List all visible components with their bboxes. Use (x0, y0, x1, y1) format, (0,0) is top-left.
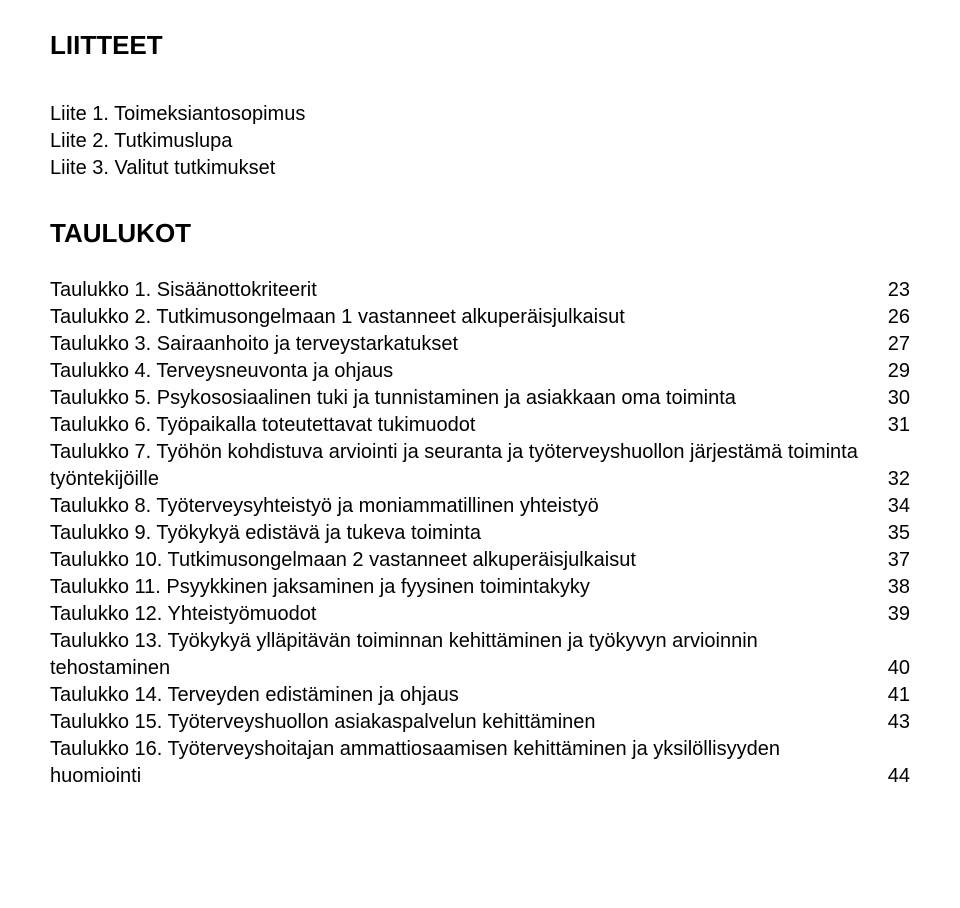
toc-entry: Taulukko 15. Työterveyshuollon asiakaspa… (50, 709, 910, 736)
toc-label: Taulukko 5. Psykososiaalinen tuki ja tun… (50, 385, 880, 412)
toc-page: 32 (880, 466, 910, 493)
toc-label: Taulukko 2. Tutkimusongelmaan 1 vastanne… (50, 304, 880, 331)
toc-entry: Taulukko 6. Työpaikalla toteutettavat tu… (50, 412, 910, 439)
liite-item: Liite 3. Valitut tutkimukset (50, 155, 910, 182)
document-page: LIITTEET Liite 1. Toimeksiantosopimus Li… (0, 0, 960, 820)
toc-entry: Taulukko 3. Sairaanhoito ja terveystarka… (50, 331, 910, 358)
toc-entry: Taulukko 12. Yhteistyömuodot 39 (50, 601, 910, 628)
toc-label: Taulukko 6. Työpaikalla toteutettavat tu… (50, 412, 880, 439)
toc-label: Taulukko 10. Tutkimusongelmaan 2 vastann… (50, 547, 880, 574)
toc-page: 43 (880, 709, 910, 736)
toc-label: Taulukko 13. Työkykyä ylläpitävän toimin… (50, 628, 880, 682)
toc-label: Taulukko 7. Työhön kohdistuva arviointi … (50, 439, 880, 493)
toc-page: 41 (880, 682, 910, 709)
taulukot-heading: TAULUKOT (50, 218, 910, 249)
toc-label: Taulukko 11. Psyykkinen jaksaminen ja fy… (50, 574, 880, 601)
toc-entry: Taulukko 4. Terveysneuvonta ja ohjaus 29 (50, 358, 910, 385)
toc-page: 34 (880, 493, 910, 520)
liite-item: Liite 1. Toimeksiantosopimus (50, 101, 910, 128)
toc-label: Taulukko 15. Työterveyshuollon asiakaspa… (50, 709, 880, 736)
toc-page: 38 (880, 574, 910, 601)
toc-page: 40 (880, 655, 910, 682)
liite-item: Liite 2. Tutkimuslupa (50, 128, 910, 155)
toc-entry: Taulukko 13. Työkykyä ylläpitävän toimin… (50, 628, 910, 682)
toc-page: 23 (880, 277, 910, 304)
toc-page: 39 (880, 601, 910, 628)
toc-page: 37 (880, 547, 910, 574)
toc-entry: Taulukko 11. Psyykkinen jaksaminen ja fy… (50, 574, 910, 601)
toc-page: 31 (880, 412, 910, 439)
toc-entry: Taulukko 10. Tutkimusongelmaan 2 vastann… (50, 547, 910, 574)
toc-label: Taulukko 3. Sairaanhoito ja terveystarka… (50, 331, 880, 358)
toc-page: 44 (880, 763, 910, 790)
taulukot-toc: Taulukko 1. Sisäänottokriteerit 23 Taulu… (50, 277, 910, 790)
liitteet-list: Liite 1. Toimeksiantosopimus Liite 2. Tu… (50, 101, 910, 182)
toc-label: Taulukko 8. Työterveysyhteistyö ja monia… (50, 493, 880, 520)
toc-label: Taulukko 14. Terveyden edistäminen ja oh… (50, 682, 880, 709)
toc-label: Taulukko 4. Terveysneuvonta ja ohjaus (50, 358, 880, 385)
toc-label: Taulukko 1. Sisäänottokriteerit (50, 277, 880, 304)
toc-page: 26 (880, 304, 910, 331)
toc-label: Taulukko 9. Työkykyä edistävä ja tukeva … (50, 520, 880, 547)
toc-entry: Taulukko 9. Työkykyä edistävä ja tukeva … (50, 520, 910, 547)
toc-page: 27 (880, 331, 910, 358)
toc-page: 29 (880, 358, 910, 385)
toc-label: Taulukko 16. Työterveyshoitajan ammattio… (50, 736, 880, 790)
toc-entry: Taulukko 16. Työterveyshoitajan ammattio… (50, 736, 910, 790)
toc-entry: Taulukko 5. Psykososiaalinen tuki ja tun… (50, 385, 910, 412)
toc-page: 30 (880, 385, 910, 412)
toc-entry: Taulukko 2. Tutkimusongelmaan 1 vastanne… (50, 304, 910, 331)
toc-entry: Taulukko 14. Terveyden edistäminen ja oh… (50, 682, 910, 709)
toc-entry: Taulukko 8. Työterveysyhteistyö ja monia… (50, 493, 910, 520)
toc-entry: Taulukko 7. Työhön kohdistuva arviointi … (50, 439, 910, 493)
liitteet-heading: LIITTEET (50, 30, 910, 61)
toc-page: 35 (880, 520, 910, 547)
toc-entry: Taulukko 1. Sisäänottokriteerit 23 (50, 277, 910, 304)
toc-label: Taulukko 12. Yhteistyömuodot (50, 601, 880, 628)
